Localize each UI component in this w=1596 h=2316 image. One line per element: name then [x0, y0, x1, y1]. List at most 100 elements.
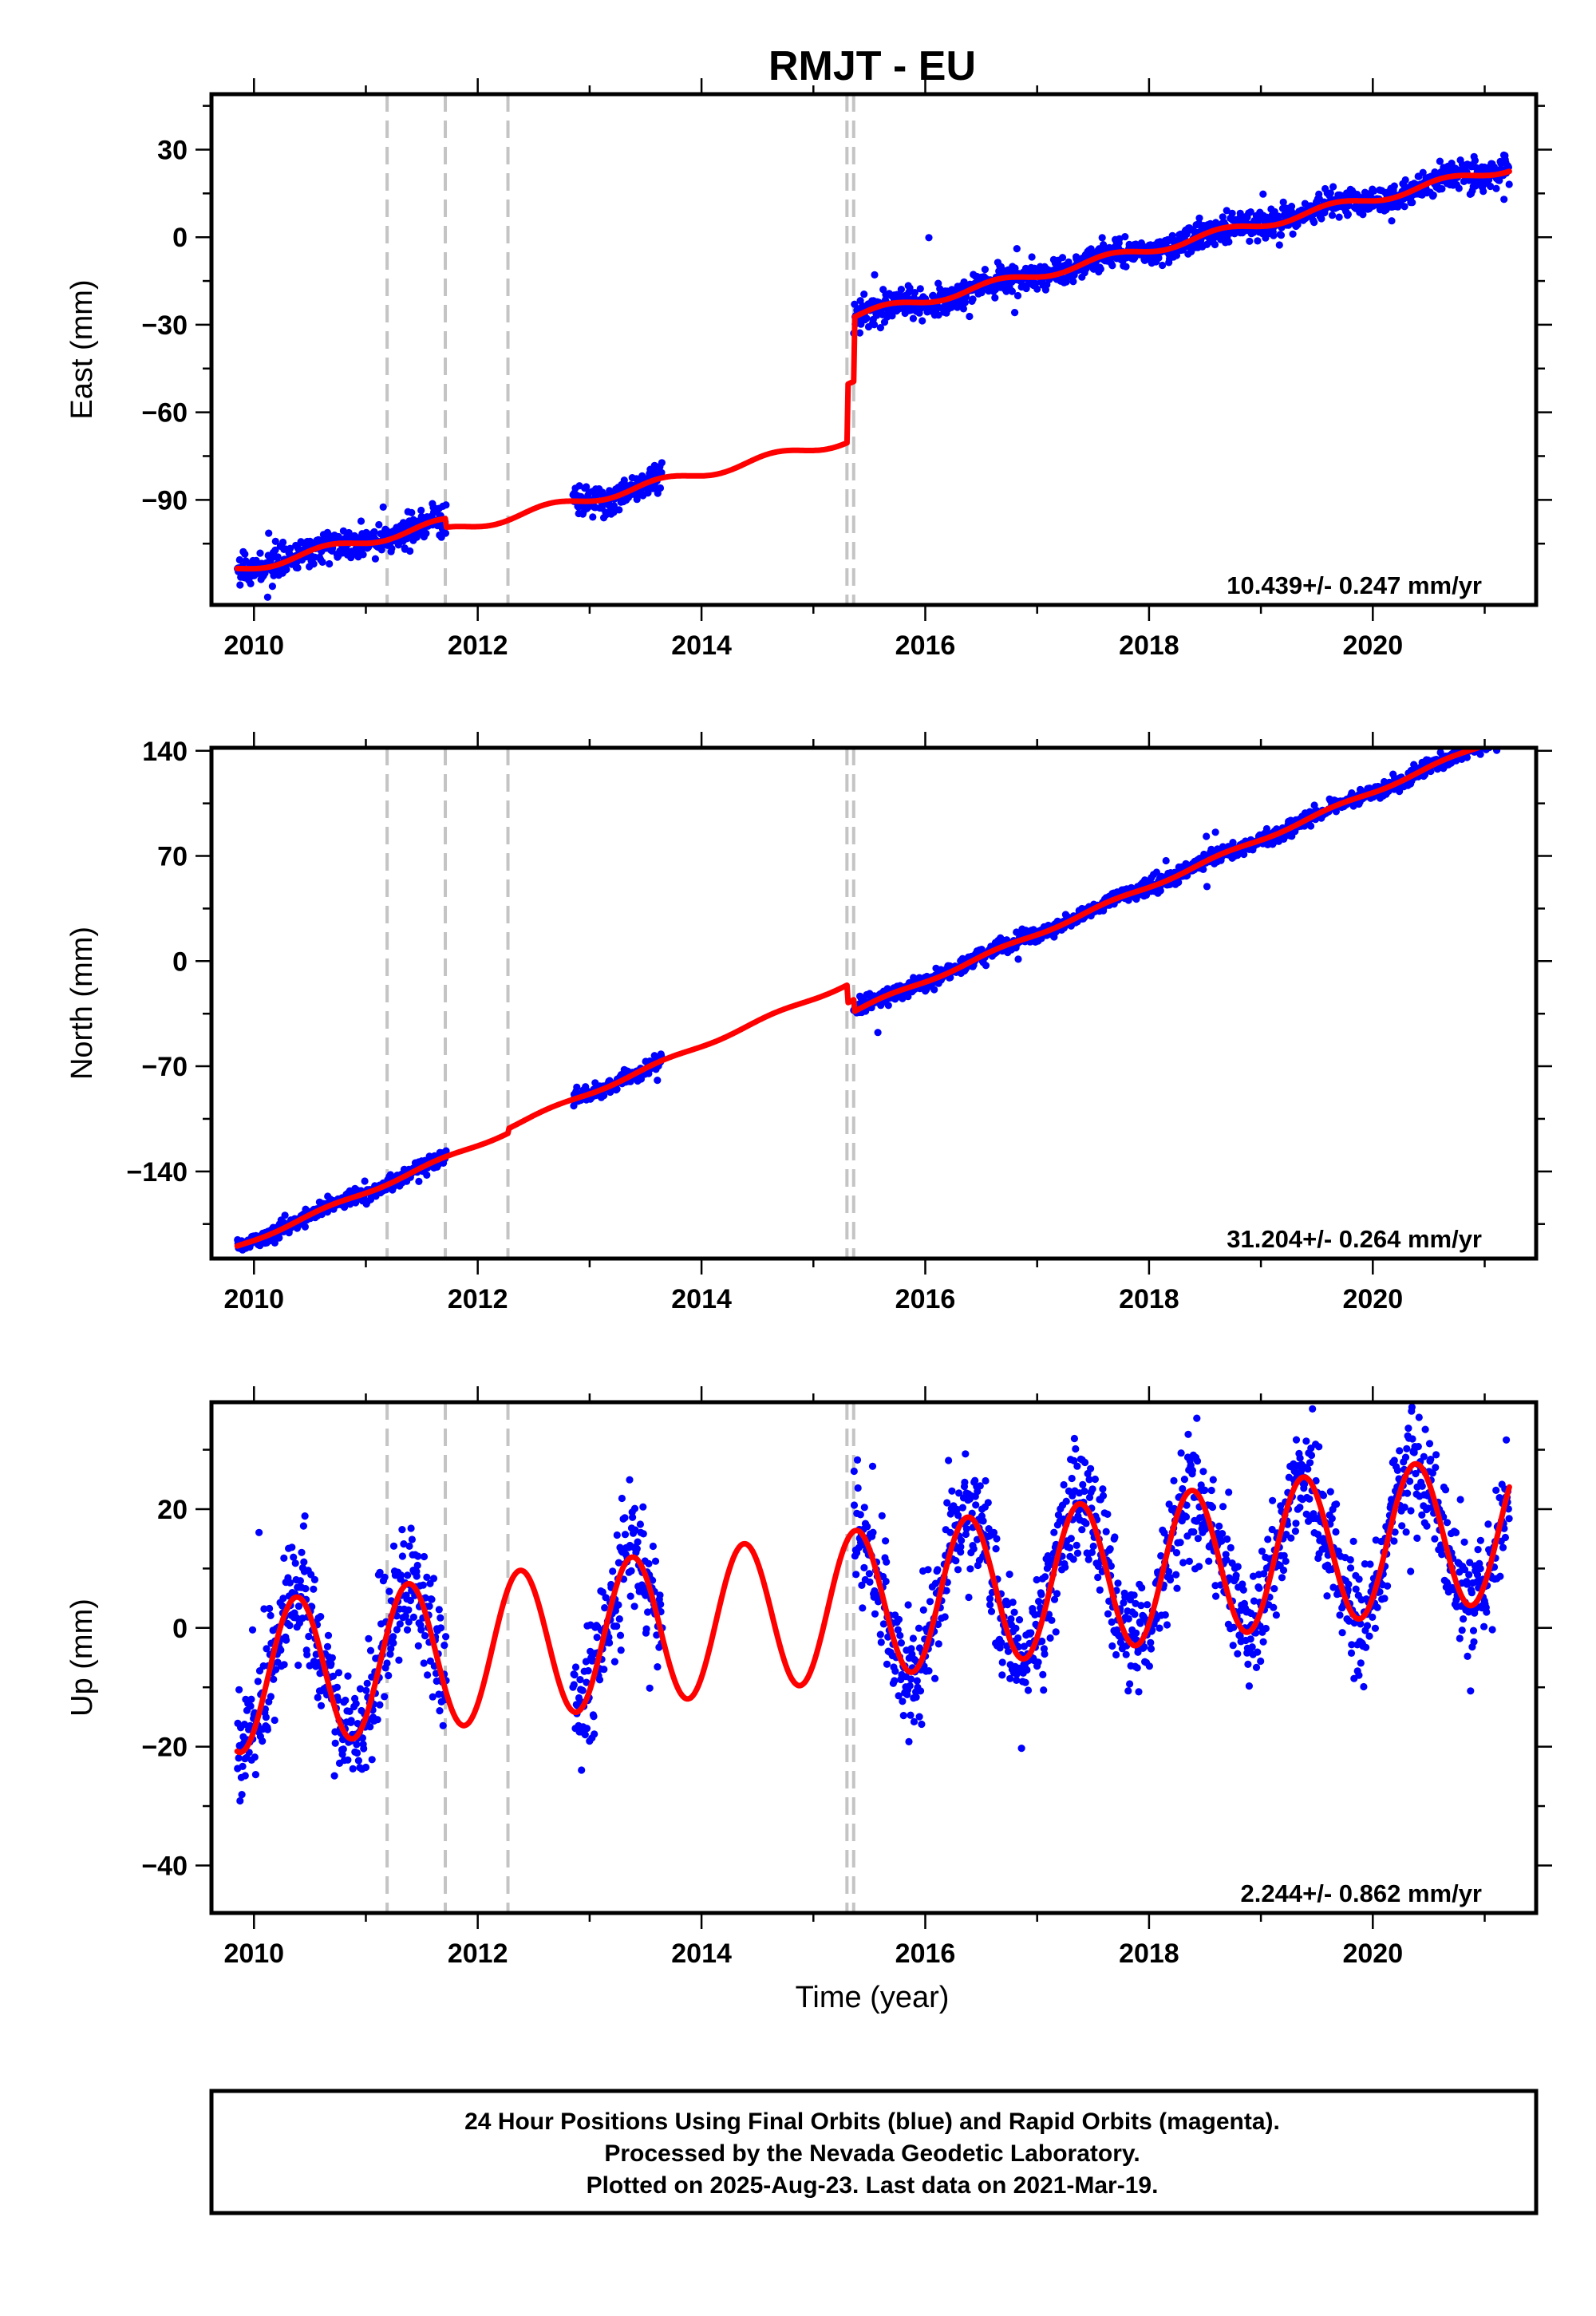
up-data-point [1060, 1480, 1068, 1489]
up-data-point [266, 1604, 274, 1613]
east-data-point [271, 546, 279, 554]
up-data-point [1021, 1678, 1029, 1686]
up-data-point [876, 1630, 884, 1638]
up-data-point [423, 1573, 431, 1581]
up-data-point [571, 1671, 579, 1679]
east-y-axis-label: East (mm) [65, 279, 99, 419]
north-data-point [1505, 733, 1512, 741]
up-data-point [1190, 1528, 1198, 1536]
up-data-point [976, 1482, 984, 1490]
north-y-axis-label: North (mm) [65, 927, 99, 1080]
up-data-point [651, 1557, 660, 1565]
up-data-point [1212, 1592, 1220, 1600]
east-model-fit-line [234, 168, 1512, 572]
up-data-point [907, 1711, 915, 1719]
east-data-point [1419, 168, 1427, 176]
up-data-point [1065, 1543, 1074, 1551]
up-data-point [1068, 1474, 1076, 1483]
east-data-point [279, 538, 287, 547]
east-data-point [1219, 213, 1227, 221]
up-data-point [405, 1606, 413, 1614]
north-data-point [1489, 738, 1496, 745]
north-panel: 2010 2012 2014 2016 2018 2020−140−70070140Nor… [65, 729, 1552, 1314]
east-data-point [1108, 262, 1116, 270]
north-data-point [442, 1147, 450, 1155]
up-data-point [300, 1558, 308, 1566]
north-y-tick-label: −70 [141, 1052, 188, 1082]
up-data-point [621, 1514, 629, 1522]
east-data-point [870, 321, 879, 329]
up-data-point [1172, 1571, 1180, 1579]
up-data-point [1205, 1557, 1213, 1565]
up-data-point [301, 1512, 309, 1520]
up-data-point [398, 1552, 406, 1560]
east-data-point [1359, 211, 1367, 219]
north-data-point [1487, 734, 1494, 741]
up-data-point [1225, 1488, 1233, 1496]
up-data-point [962, 1524, 970, 1533]
east-data-point [1223, 207, 1231, 215]
east-data-point [1344, 210, 1352, 219]
up-data-point [954, 1566, 962, 1574]
east-data-point [441, 529, 450, 537]
up-data-point [850, 1501, 859, 1509]
east-data-point [1225, 238, 1233, 246]
north-data-point [281, 1211, 289, 1219]
up-data-point [982, 1476, 990, 1485]
east-data-point [906, 284, 914, 292]
up-data-point [934, 1566, 942, 1574]
up-data-point [267, 1611, 275, 1619]
east-data-point [359, 551, 367, 559]
up-data-point [333, 1683, 341, 1691]
up-data-point [878, 1512, 886, 1520]
up-data-point [913, 1677, 921, 1685]
up-data-point [408, 1535, 416, 1543]
east-data-point [286, 544, 294, 552]
up-data-point [609, 1567, 617, 1575]
up-data-point [1130, 1591, 1138, 1599]
up-data-point [645, 1559, 653, 1567]
up-data-point [362, 1686, 370, 1694]
up-data-point [1163, 1621, 1171, 1629]
up-data-point [299, 1522, 307, 1530]
east-data-point [1122, 263, 1130, 271]
up-data-point [435, 1606, 443, 1614]
up-data-point [368, 1756, 376, 1764]
up-data-point [1012, 1624, 1020, 1632]
up-data-point [251, 1771, 259, 1779]
up-data-point [381, 1693, 389, 1701]
north-data-point [884, 1002, 892, 1010]
east-data-point [1275, 241, 1283, 249]
up-data-point [1176, 1539, 1184, 1547]
up-data-point [860, 1563, 868, 1571]
up-data-point [397, 1571, 405, 1579]
north-data-point [1501, 729, 1508, 736]
up-data-point [437, 1614, 444, 1622]
east-data-point [589, 513, 597, 521]
up-data-point [305, 1632, 313, 1641]
up-data-point [404, 1571, 412, 1579]
east-rate-label: 10.439+/- 0.247 mm/yr [1227, 571, 1482, 599]
east-data-point [851, 300, 859, 308]
up-data-point [1201, 1486, 1209, 1494]
up-data-point [1024, 1686, 1033, 1694]
up-data-point [236, 1796, 244, 1805]
up-data-point [1195, 1563, 1203, 1571]
east-data-point [294, 563, 302, 572]
east-data-point [422, 529, 430, 538]
east-data-point [871, 271, 879, 279]
up-data-point [1091, 1475, 1099, 1484]
up-data-point [436, 1707, 444, 1715]
east-data-point [1246, 208, 1254, 216]
east-data-point [1236, 209, 1244, 217]
east-y-tick-label: 30 [157, 135, 188, 165]
north-data-point [1286, 816, 1294, 824]
north-rate-label: 31.204+/- 0.264 mm/yr [1227, 1225, 1482, 1253]
east-data-point [1058, 254, 1067, 262]
up-data-point [919, 1606, 927, 1614]
east-data-point [934, 311, 942, 319]
up-data-point [1005, 1571, 1013, 1579]
up-data-point [1079, 1480, 1087, 1488]
north-x-tick-label: 2010 [223, 1284, 284, 1314]
up-data-point [1104, 1510, 1112, 1518]
